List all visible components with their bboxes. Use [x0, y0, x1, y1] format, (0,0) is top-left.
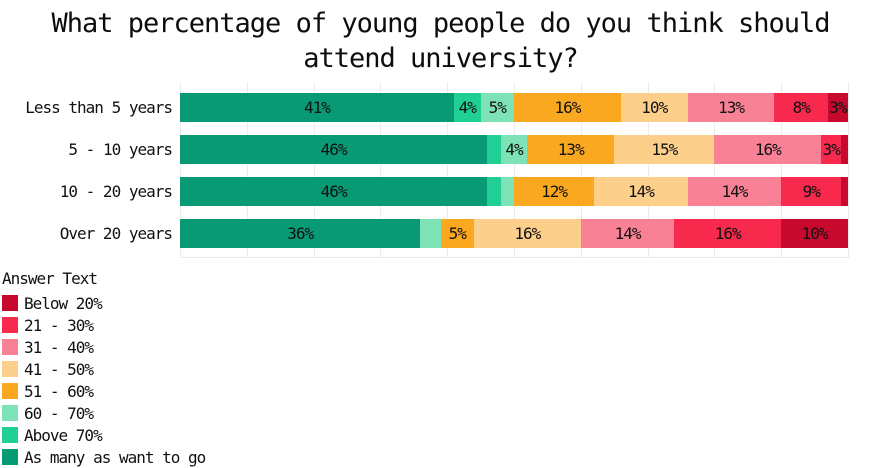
legend-label: 31 - 40% [24, 337, 94, 357]
legend-item: As many as want to go [2, 446, 402, 468]
legend-swatch [2, 427, 18, 443]
bar-segment: 36% [180, 219, 421, 248]
bar-segment: 16% [473, 219, 581, 248]
bar-row: 46% 4% 13% 15% 16% 3% [180, 135, 848, 164]
bar-segment: 46% [180, 177, 488, 206]
bar-segment: 5% [440, 219, 474, 248]
legend-swatch [2, 339, 18, 355]
bar-segment: 46% [180, 135, 488, 164]
bar-segment [487, 177, 501, 206]
bar-segment: 5% [480, 93, 514, 122]
bar-segment: 8% [774, 93, 828, 122]
bar-segment [841, 135, 848, 164]
gridline [447, 82, 449, 258]
gridline [246, 82, 248, 258]
bar-segment: 4% [453, 93, 481, 122]
legend-item: Above 70% [2, 424, 402, 446]
bar-segment: 16% [674, 219, 782, 248]
legend-item: Below 20% [2, 292, 402, 314]
plot-area: 41% 4% 5% 16% 10% 13% 8% 3% 46% 4% 13% 15% 16% 3% 46% 1… [180, 82, 849, 258]
chart-title: What percentage of young people do you t… [0, 6, 881, 76]
bar-segment: 14% [580, 219, 675, 248]
row-label: Less than 5 years [25, 98, 173, 117]
bar-segment: 16% [714, 135, 822, 164]
legend-swatch [2, 383, 18, 399]
gridline [180, 82, 181, 258]
legend-title: Answer Text [2, 269, 98, 288]
bar-segment: 16% [513, 93, 621, 122]
bar-segment [841, 177, 848, 206]
bar-row: 36% 5% 16% 14% 16% 10% [180, 219, 848, 248]
legend-item: 21 - 30% [2, 314, 402, 336]
legend-label: 21 - 30% [24, 315, 94, 335]
bar-segment: 4% [500, 135, 528, 164]
legend: Answer Text Below 20% 21 - 30% 31 - 40% 41 … [2, 268, 402, 468]
legend-item: 41 - 50% [2, 358, 402, 380]
row-label: 10 - 20 years [59, 182, 173, 201]
gridline [580, 82, 582, 258]
bar-segment: 10% [620, 93, 688, 122]
legend-label: 51 - 60% [24, 381, 94, 401]
bar-segment: 3% [821, 135, 842, 164]
bar-row: 46% 12% 14% 14% 9% [180, 177, 848, 206]
legend-swatch [2, 449, 18, 465]
legend-label: 41 - 50% [24, 359, 94, 379]
legend-label: 60 - 70% [24, 403, 94, 423]
bar-segment: 41% [180, 93, 454, 122]
bar-row: 41% 4% 5% 16% 10% 13% 8% 3% [180, 93, 848, 122]
legend-items: Below 20% 21 - 30% 31 - 40% 41 - 50% 51 - 60… [2, 292, 402, 468]
legend-item: 51 - 60% [2, 380, 402, 402]
bar-segment [500, 177, 514, 206]
legend-label: As many as want to go [24, 447, 206, 467]
legend-swatch [2, 295, 18, 311]
bar-segment: 14% [687, 177, 782, 206]
legend-label: Below 20% [24, 293, 103, 313]
gridline [313, 82, 315, 258]
gridline [781, 82, 783, 258]
legend-swatch [2, 405, 18, 421]
legend-swatch [2, 317, 18, 333]
legend-label: Above 70% [24, 425, 103, 445]
legend-item: 60 - 70% [2, 402, 402, 424]
bar-segment: 9% [781, 177, 842, 206]
bar-segment [420, 219, 441, 248]
bar-segment: 3% [827, 93, 848, 122]
bar-segment [487, 135, 501, 164]
bar-segment: 13% [687, 93, 775, 122]
bar-segment: 14% [594, 177, 688, 206]
chart-title-line2: attend university? [303, 43, 579, 74]
gridline [647, 82, 649, 258]
bar-segment: 13% [527, 135, 615, 164]
legend-swatch [2, 361, 18, 377]
gridline [714, 82, 716, 258]
bar-segment: 12% [513, 177, 595, 206]
gridline [380, 82, 382, 258]
gridline [514, 82, 515, 258]
bar-segment: 10% [781, 219, 848, 248]
gridline [848, 82, 849, 258]
chart-title-line1: What percentage of young people do you t… [51, 8, 830, 39]
legend-item: 31 - 40% [2, 336, 402, 358]
row-label: Over 20 years [59, 224, 173, 243]
row-label: 5 - 10 years [68, 140, 173, 159]
bar-segment: 15% [614, 135, 715, 164]
